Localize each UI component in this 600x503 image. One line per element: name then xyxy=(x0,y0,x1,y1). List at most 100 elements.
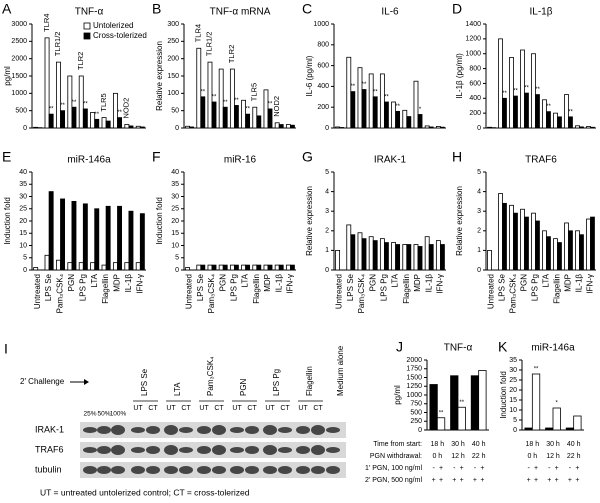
bar xyxy=(531,53,536,129)
condition-value: + xyxy=(534,477,538,484)
bar xyxy=(252,106,258,129)
bar xyxy=(263,264,269,271)
bar xyxy=(535,220,540,271)
x-tick-label: PGN xyxy=(520,274,529,292)
chart-title: TNF-α mRNA xyxy=(210,7,271,18)
significance: ** xyxy=(268,102,273,108)
bar xyxy=(428,126,434,129)
bar xyxy=(196,47,202,129)
condition-value: 12 h xyxy=(451,453,465,460)
panel-letter: B xyxy=(152,1,161,17)
condition-value: + xyxy=(534,465,538,472)
x-tick-label: LTA xyxy=(391,273,400,287)
lane-label: CT xyxy=(313,405,323,412)
blot-band xyxy=(111,445,125,455)
significance: ** xyxy=(94,112,99,118)
y-tick-label: 25 xyxy=(509,377,517,384)
bar xyxy=(67,75,73,129)
bar xyxy=(105,205,111,271)
annotation: TLR4 xyxy=(42,14,51,32)
bar xyxy=(33,126,39,129)
bar xyxy=(478,370,487,431)
y-tick-label: 20 xyxy=(171,218,179,225)
bar xyxy=(457,406,466,431)
bar xyxy=(520,208,525,271)
bar xyxy=(524,216,529,271)
y-tick-label: 2500 xyxy=(11,38,27,45)
significance: ** xyxy=(72,100,77,106)
bar xyxy=(350,91,356,129)
bar xyxy=(101,117,107,129)
y-tick-label: 0 xyxy=(175,125,179,132)
significance: ** xyxy=(117,110,122,116)
y-tick-label: 250 xyxy=(410,418,422,425)
significance: ** xyxy=(395,104,400,110)
blot-band xyxy=(278,466,292,474)
chart-title: miR-146a xyxy=(67,155,111,166)
bar xyxy=(335,126,340,129)
condition-value: - xyxy=(548,465,551,472)
bar xyxy=(139,213,145,271)
blot-band xyxy=(245,426,259,434)
condition-label: PGN withdrawal: xyxy=(370,453,422,460)
blot-band xyxy=(311,466,325,474)
bar xyxy=(78,262,84,271)
y-tick-label: 800 xyxy=(317,42,329,49)
blot-band xyxy=(164,466,178,474)
y-tick-label: 3000 xyxy=(11,21,27,28)
bar xyxy=(211,101,217,129)
bar xyxy=(383,101,389,129)
legend-swatch xyxy=(83,22,91,30)
condition-value: + xyxy=(480,465,484,472)
y-tick-label: 2000 xyxy=(11,56,27,63)
y-axis-label: Induction fold xyxy=(3,197,12,245)
y-tick-label: 400 xyxy=(469,95,481,102)
x-tick-label: LPS Pg xyxy=(380,274,389,301)
y-tick-label: 5 xyxy=(477,169,481,176)
bar xyxy=(222,106,228,129)
blot-band xyxy=(111,466,125,474)
annotation: TLR1/2 xyxy=(205,32,214,57)
blot-band xyxy=(179,466,193,474)
x-tick-label: LPS Se xyxy=(498,273,507,301)
significance: ** xyxy=(200,89,205,95)
y-tick-label: 5 xyxy=(513,417,517,424)
bar xyxy=(200,264,206,271)
bar xyxy=(124,262,130,271)
x-tick-label: IFN-γ xyxy=(586,274,595,294)
bar xyxy=(413,244,419,271)
x-tick-label: IL-1β xyxy=(575,274,584,293)
blot-band xyxy=(197,426,211,434)
significance: ** xyxy=(502,91,507,97)
dilution-label: 100% xyxy=(110,411,127,418)
protein-label: IRAK-1 xyxy=(35,424,64,434)
bar xyxy=(289,124,295,129)
bar xyxy=(379,73,385,129)
bar xyxy=(101,264,107,271)
bar xyxy=(509,204,514,271)
x-tick-label: IFN-γ xyxy=(135,274,144,294)
bar xyxy=(33,267,39,271)
bar xyxy=(233,105,239,129)
bar xyxy=(222,264,228,271)
bar xyxy=(139,126,145,129)
blot-band xyxy=(296,426,310,434)
lane-label: CT xyxy=(247,405,257,412)
y-tick-label: 1500 xyxy=(11,73,27,80)
x-tick-label: PGN xyxy=(218,274,227,292)
x-tick-label: Untreated xyxy=(487,274,496,309)
significance: ** xyxy=(350,84,355,90)
condition-value: 0 h xyxy=(432,453,442,460)
blot-band xyxy=(245,446,259,454)
bar xyxy=(531,212,536,271)
bar xyxy=(289,264,295,271)
significance: * xyxy=(556,401,559,407)
significance: ** xyxy=(212,95,217,101)
y-tick-label: 35 xyxy=(509,357,517,364)
x-tick-label: IL-1β xyxy=(424,274,433,293)
x-tick-label: LTA xyxy=(241,273,250,287)
bar xyxy=(350,234,356,271)
y-axis-label: Relative expression xyxy=(155,41,164,111)
footnote: UT = untreated untolerized control; CT =… xyxy=(40,487,250,497)
